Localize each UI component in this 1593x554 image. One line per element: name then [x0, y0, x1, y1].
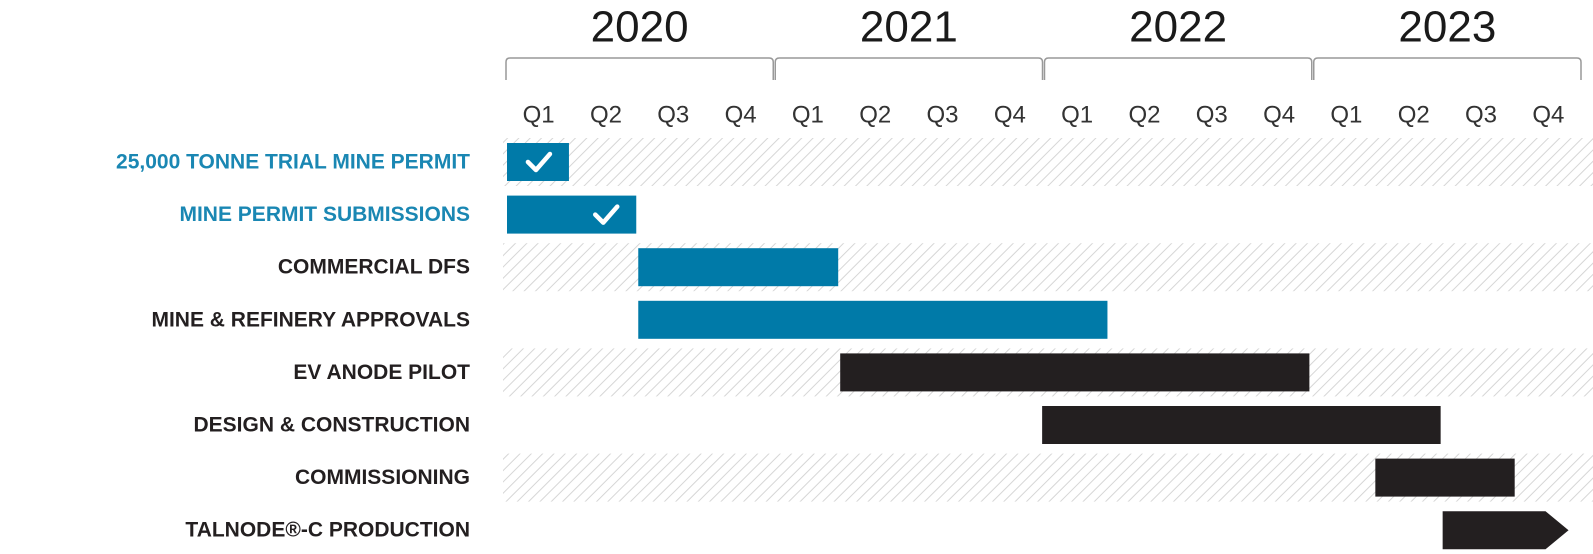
task-bar — [638, 248, 839, 287]
task-bar-arrow — [1442, 511, 1569, 550]
task-label: TALNODE®-C PRODUCTION — [185, 519, 470, 542]
quarter-label: Q2 — [590, 101, 622, 128]
task-label: COMMISSIONING — [295, 466, 470, 489]
year-bracket — [774, 57, 1044, 80]
quarter-label: Q2 — [1398, 101, 1430, 128]
task-label: EV ANODE PILOT — [293, 361, 470, 384]
task-bar — [507, 195, 637, 234]
check-mark — [525, 151, 553, 173]
quarter-label: Q2 — [859, 101, 891, 128]
check-mark — [593, 204, 620, 225]
year-bracket — [1313, 57, 1582, 80]
quarter-label: Q3 — [1465, 101, 1497, 128]
quarter-label: Q1 — [792, 101, 824, 128]
task-bar — [1375, 458, 1515, 497]
quarter-label: Q3 — [657, 101, 689, 128]
quarter-label: Q2 — [1128, 101, 1160, 128]
quarter-label: Q3 — [1196, 101, 1228, 128]
task-label: COMMERCIAL DFS — [278, 256, 470, 279]
task-label: MINE & REFINERY APPROVALS — [151, 308, 470, 331]
year-label: 2022 — [1129, 3, 1227, 52]
row-stripe — [503, 138, 1593, 186]
quarter-label: Q4 — [994, 101, 1026, 128]
quarter-label: Q1 — [1330, 101, 1362, 128]
task-label: DESIGN & CONSTRUCTION — [193, 414, 470, 437]
task-label: 25,000 TONNE TRIAL MINE PERMIT — [116, 151, 470, 174]
task-bar — [1042, 406, 1441, 444]
task-bar — [638, 300, 1108, 339]
quarter-label: Q3 — [927, 101, 959, 128]
quarter-label: Q4 — [1263, 101, 1295, 128]
quarter-label: Q1 — [523, 101, 555, 128]
task-bar — [840, 353, 1310, 392]
year-bracket — [1043, 57, 1313, 80]
quarter-label: Q4 — [1532, 101, 1564, 128]
quarter-label: Q1 — [1061, 101, 1093, 128]
year-label: 2023 — [1398, 3, 1496, 52]
quarter-label: Q4 — [725, 101, 757, 128]
task-label: MINE PERMIT SUBMISSIONS — [179, 203, 470, 226]
year-label: 2020 — [591, 3, 689, 52]
task-bar — [507, 143, 569, 181]
year-label: 2021 — [860, 3, 958, 52]
year-bracket — [505, 57, 774, 80]
